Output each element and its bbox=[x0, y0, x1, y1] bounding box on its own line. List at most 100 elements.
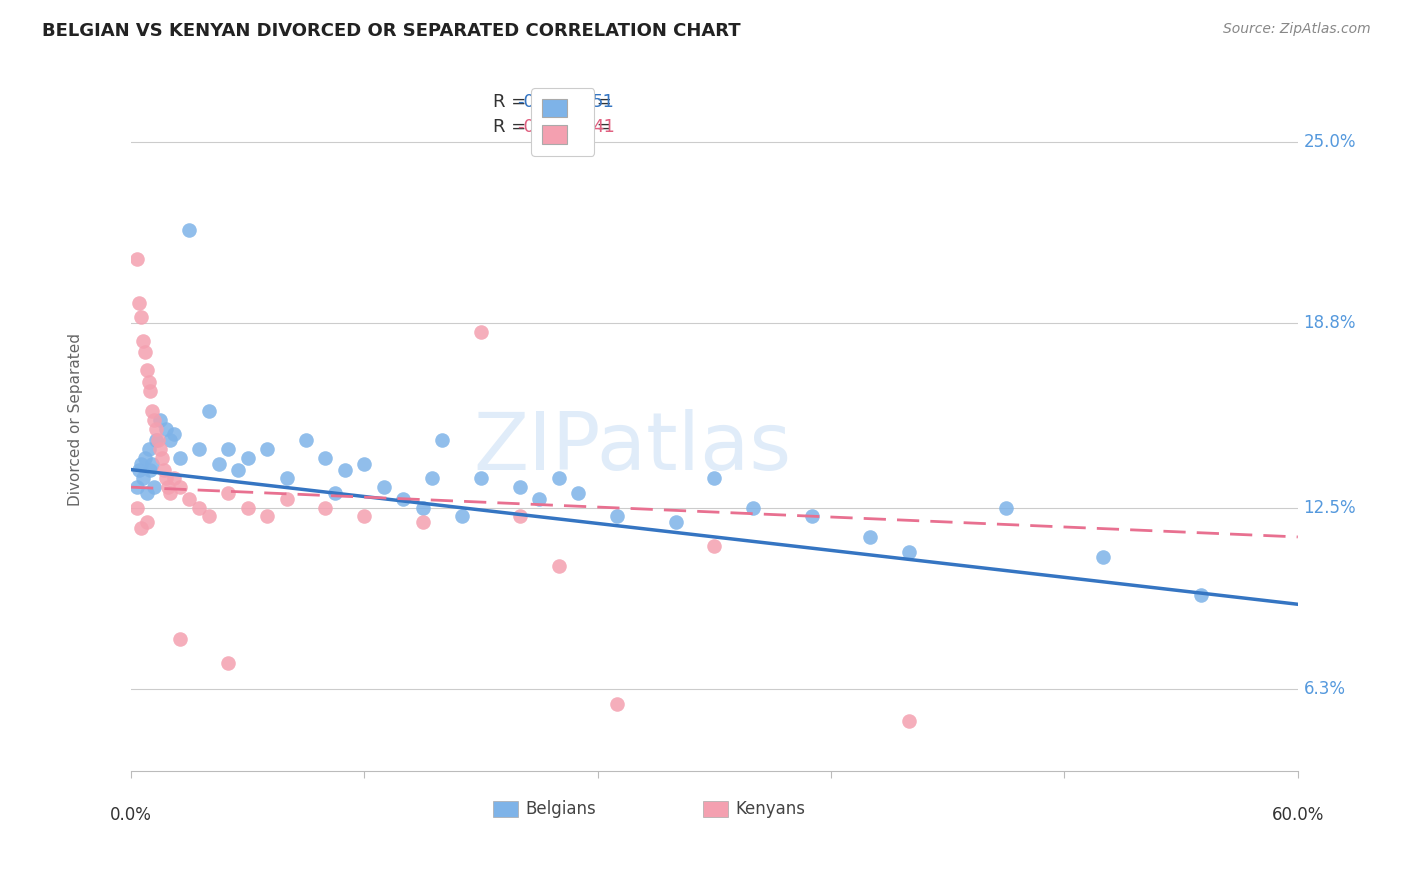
Point bbox=[353, 457, 375, 471]
Point bbox=[412, 500, 434, 515]
Point bbox=[897, 544, 920, 558]
Text: 0.0%: 0.0% bbox=[110, 806, 152, 824]
Point bbox=[148, 434, 170, 448]
Point bbox=[198, 509, 221, 524]
Point bbox=[567, 486, 589, 500]
FancyBboxPatch shape bbox=[492, 801, 519, 817]
Point bbox=[509, 480, 531, 494]
Point bbox=[276, 491, 298, 506]
Point bbox=[135, 363, 157, 377]
Point bbox=[138, 442, 160, 456]
Point bbox=[159, 486, 181, 500]
Point bbox=[179, 222, 201, 236]
Point bbox=[323, 486, 346, 500]
Point bbox=[742, 500, 765, 515]
Text: R =: R = bbox=[492, 93, 531, 112]
Point bbox=[139, 462, 162, 476]
Text: N =: N = bbox=[567, 93, 617, 112]
Point bbox=[143, 480, 166, 494]
Point bbox=[256, 442, 278, 456]
Text: N =: N = bbox=[567, 118, 617, 136]
Point bbox=[236, 500, 259, 515]
Point bbox=[155, 422, 177, 436]
Text: 18.8%: 18.8% bbox=[1303, 314, 1357, 332]
Point bbox=[703, 471, 725, 485]
Point bbox=[333, 462, 356, 476]
Point bbox=[156, 480, 179, 494]
Text: R =: R = bbox=[492, 118, 531, 136]
Point bbox=[547, 471, 569, 485]
Point bbox=[141, 457, 163, 471]
Point bbox=[800, 509, 823, 524]
Point bbox=[226, 462, 249, 476]
Point bbox=[236, 450, 259, 465]
Point bbox=[169, 632, 191, 647]
Point bbox=[373, 480, 395, 494]
Point bbox=[132, 334, 155, 348]
FancyBboxPatch shape bbox=[703, 801, 728, 817]
Point bbox=[897, 714, 920, 729]
Text: 6.3%: 6.3% bbox=[1303, 681, 1346, 698]
Point bbox=[179, 491, 201, 506]
Point bbox=[295, 434, 318, 448]
Point bbox=[529, 491, 551, 506]
Point bbox=[198, 404, 221, 418]
Text: 60.0%: 60.0% bbox=[1271, 806, 1324, 824]
Point bbox=[134, 450, 156, 465]
Point bbox=[256, 509, 278, 524]
Point bbox=[125, 480, 148, 494]
Point bbox=[163, 427, 186, 442]
Point bbox=[150, 450, 173, 465]
Text: Kenyans: Kenyans bbox=[735, 800, 806, 818]
Point bbox=[207, 457, 229, 471]
Point bbox=[128, 462, 150, 476]
Point bbox=[169, 450, 191, 465]
Text: Source: ZipAtlas.com: Source: ZipAtlas.com bbox=[1223, 22, 1371, 37]
Point bbox=[149, 442, 172, 456]
Point bbox=[141, 404, 163, 418]
Text: 51: 51 bbox=[592, 93, 614, 112]
Point bbox=[450, 509, 472, 524]
Point bbox=[125, 500, 148, 515]
Text: Divorced or Separated: Divorced or Separated bbox=[67, 334, 83, 507]
Text: Belgians: Belgians bbox=[526, 800, 596, 818]
Point bbox=[163, 471, 186, 485]
Point bbox=[470, 325, 492, 339]
Point bbox=[128, 295, 150, 310]
Point bbox=[149, 413, 172, 427]
Text: BELGIAN VS KENYAN DIVORCED OR SEPARATED CORRELATION CHART: BELGIAN VS KENYAN DIVORCED OR SEPARATED … bbox=[42, 22, 741, 40]
Legend:  ,  : , bbox=[531, 88, 595, 156]
Point bbox=[125, 252, 148, 266]
Point bbox=[995, 500, 1018, 515]
Text: 41: 41 bbox=[592, 118, 614, 136]
Point bbox=[276, 471, 298, 485]
Point bbox=[132, 471, 155, 485]
Point bbox=[1092, 550, 1115, 565]
Point bbox=[547, 559, 569, 574]
Point bbox=[217, 486, 239, 500]
Point bbox=[392, 491, 415, 506]
Point bbox=[145, 422, 167, 436]
Point bbox=[422, 471, 444, 485]
Point bbox=[188, 442, 211, 456]
Text: 25.0%: 25.0% bbox=[1303, 133, 1357, 151]
Point bbox=[139, 384, 162, 398]
Point bbox=[606, 509, 628, 524]
Text: -0.383: -0.383 bbox=[517, 93, 575, 112]
Point bbox=[145, 434, 167, 448]
Text: -0.082: -0.082 bbox=[517, 118, 575, 136]
Text: ZIPatlas: ZIPatlas bbox=[474, 409, 792, 487]
Point bbox=[703, 539, 725, 553]
Point bbox=[217, 656, 239, 670]
Point bbox=[159, 434, 181, 448]
Point bbox=[143, 413, 166, 427]
Point bbox=[188, 500, 211, 515]
Point bbox=[859, 530, 882, 544]
Point bbox=[217, 442, 239, 456]
Point bbox=[315, 450, 337, 465]
Point bbox=[664, 516, 686, 530]
Point bbox=[412, 516, 434, 530]
Point bbox=[138, 375, 160, 389]
Point bbox=[430, 434, 453, 448]
Point bbox=[135, 516, 157, 530]
